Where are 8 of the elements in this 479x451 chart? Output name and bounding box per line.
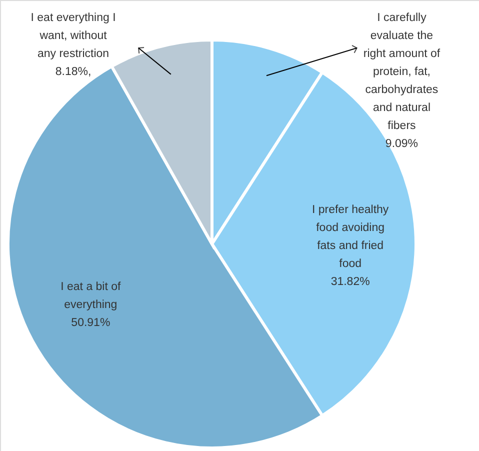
slice-label: I eat everything I want, without any restriction [30,12,116,60]
data-label: 31.82% [330,276,370,288]
data-label: 50.91% [71,317,110,330]
data-label: 9.09% [385,138,418,150]
slice-label: I carefully evaluate the right amount of protein, fat, carbohydrates and natural fibers [363,12,441,132]
data-label: 8.18%, [55,66,92,78]
slice-label: I prefer healthy food avoiding fats and fried food [312,204,389,270]
slice-label: I eat a bit of everything [60,281,122,312]
